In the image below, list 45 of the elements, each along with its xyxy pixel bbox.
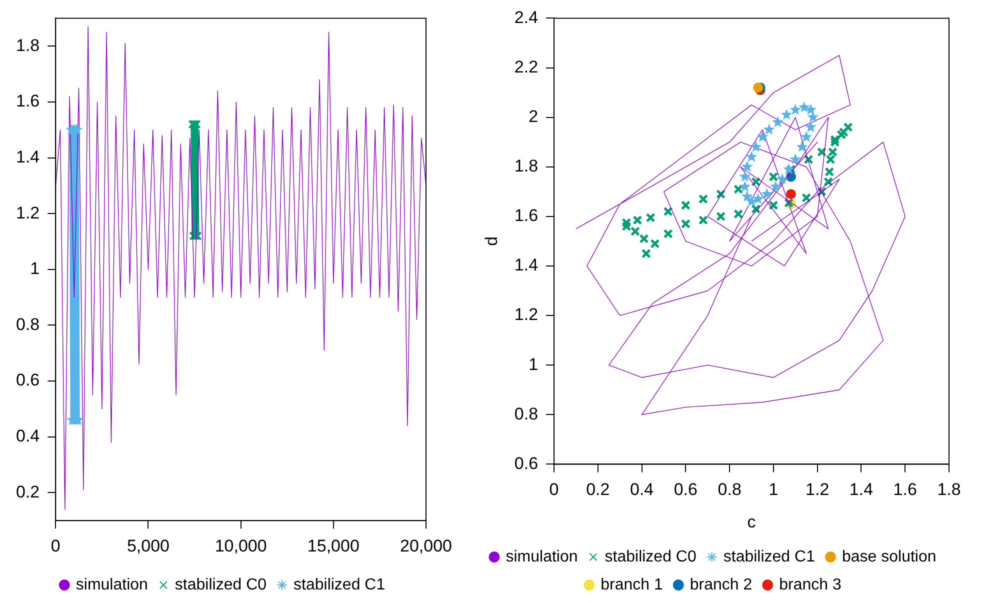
y-axis-title: d [482, 236, 501, 246]
x-tick-label: 0.6 [674, 480, 698, 500]
y-tick-label: 1.2 [16, 203, 40, 222]
x-tick-label: 0.2 [586, 480, 610, 500]
legend-label: stabilized C1 [294, 576, 386, 594]
y-tick-label: 1.8 [514, 156, 538, 176]
legend-label: branch 1 [600, 576, 663, 594]
y-tick-label: 1 [528, 354, 538, 374]
y-tick-label: 1.4 [16, 147, 40, 166]
legend-label: base solution [842, 548, 936, 566]
x-tick-label: 1.8 [937, 480, 961, 500]
x-tick-label: 1.4 [849, 480, 874, 500]
x-tick-label: 0.4 [630, 480, 654, 500]
legend-label: branch 2 [690, 576, 752, 594]
y-tick-label: 1.6 [16, 92, 40, 111]
legend-label: stabilized C1 [723, 548, 816, 566]
y-tick-label: 2 [528, 107, 538, 126]
y-tick-label: 1 [30, 259, 40, 278]
x-tick-label: 1.2 [806, 480, 830, 500]
y-tick-label: 2.4 [514, 8, 538, 27]
x-tick-label: 1.6 [893, 480, 917, 500]
x-tick-label: 10,000 [214, 536, 267, 556]
legend-label: stabilized C0 [604, 548, 696, 566]
y-tick-label: 1.2 [514, 305, 538, 324]
y-tick-label: 0.8 [16, 314, 40, 334]
x-tick-label: 0 [50, 536, 60, 556]
legend-label: stabilized C0 [174, 576, 267, 594]
y-tick-label: 1.6 [514, 206, 538, 226]
y-tick-label: 0.4 [16, 426, 40, 446]
x-tick-label: 5,000 [126, 536, 170, 556]
y-tick-label: 1.4 [514, 256, 538, 275]
legend-label: simulation [76, 576, 148, 594]
x-tick-label: 20,000 [400, 536, 452, 556]
x-tick-label: 0.8 [718, 480, 742, 500]
legend-label: branch 3 [779, 576, 842, 594]
y-tick-label: 0.6 [514, 454, 538, 473]
x-tick-label: 1 [768, 480, 778, 500]
x-tick-label: 15,000 [307, 536, 360, 556]
y-tick-label: 0.6 [16, 370, 40, 390]
x-tick-label: 0 [549, 480, 559, 500]
legend-label: simulation [506, 548, 578, 566]
y-tick-label: 1.8 [16, 36, 40, 55]
y-tick-label: 0.8 [514, 404, 538, 424]
y-tick-label: 2.2 [514, 57, 538, 76]
x-axis-title: c [747, 512, 756, 532]
